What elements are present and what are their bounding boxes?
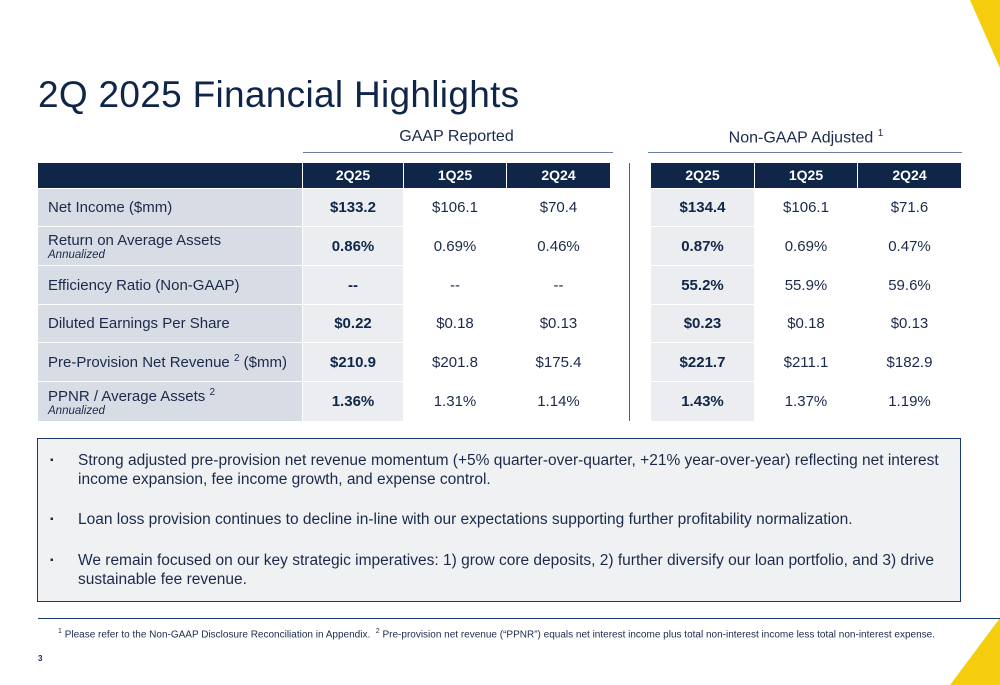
row-label-text: Diluted Earnings Per Share bbox=[48, 315, 230, 332]
footnote-2-text: Pre-provision net revenue (“PPNR”) equal… bbox=[382, 629, 935, 641]
gaap-value-cell: $70.4 bbox=[507, 189, 610, 226]
bullet-marker: ▪ bbox=[50, 555, 54, 566]
gaap-value-cell: 1.31% bbox=[404, 382, 506, 421]
non-gaap-group-text: Non-GAAP Adjusted bbox=[728, 129, 874, 147]
footer-divider bbox=[38, 618, 1000, 619]
gaap-value-cell: 0.69% bbox=[404, 227, 506, 265]
non-gaap-value-cell: 0.47% bbox=[858, 227, 961, 265]
row-label: Net Income ($mm) bbox=[38, 189, 302, 226]
row-label-text: PPNR / Average Assets bbox=[48, 387, 206, 405]
gaap-value-cell: $175.4 bbox=[507, 343, 610, 381]
gaap-value-cell: $106.1 bbox=[404, 189, 506, 226]
gaap-value-cell: 1.14% bbox=[507, 382, 610, 421]
gaap-value-cell: 0.46% bbox=[507, 227, 610, 265]
non-gaap-value-cell: 1.19% bbox=[858, 382, 961, 421]
gaap-column-header: 1Q25 bbox=[404, 163, 506, 188]
bullet-text: Loan loss provision continues to decline… bbox=[78, 511, 853, 528]
highlights-box: ▪ Strong adjusted pre-provision net reven… bbox=[37, 438, 961, 602]
non-gaap-value-cell: $134.4 bbox=[651, 189, 754, 226]
gaap-value-cell: 1.36% bbox=[303, 382, 403, 421]
table-header-band bbox=[38, 163, 302, 188]
non-gaap-column-header: 1Q25 bbox=[755, 163, 857, 188]
non-gaap-value-cell: $211.1 bbox=[755, 343, 857, 381]
row-label-subtitle: Annualized bbox=[48, 404, 105, 417]
non-gaap-footnote-ref: 1 bbox=[877, 128, 884, 139]
gaap-value-cell: $0.13 bbox=[507, 305, 610, 342]
bullet-text: Strong adjusted pre-provision net revenu… bbox=[78, 452, 939, 488]
row-label: Pre-Provision Net Revenue 2 ($mm) bbox=[38, 343, 302, 381]
row-label-text: Net Income ($mm) bbox=[48, 199, 173, 216]
accent-triangle-bottom bbox=[950, 618, 1000, 685]
non-gaap-value-cell: $0.18 bbox=[755, 305, 857, 342]
gaap-value-cell: 0.86% bbox=[303, 227, 403, 265]
non-gaap-value-cell: 59.6% bbox=[858, 266, 961, 304]
non-gaap-value-cell: 55.2% bbox=[651, 266, 754, 304]
row-label-text: Pre-Provision Net Revenue bbox=[48, 354, 230, 371]
non-gaap-value-cell: $0.13 bbox=[858, 305, 961, 342]
non-gaap-column-header: 2Q24 bbox=[858, 163, 961, 188]
gaap-value-cell: $201.8 bbox=[404, 343, 506, 381]
bullet-marker: ▪ bbox=[50, 455, 54, 466]
gaap-value-cell: -- bbox=[404, 266, 506, 304]
non-gaap-value-cell: 0.69% bbox=[755, 227, 857, 265]
gaap-group-label: GAAP Reported bbox=[303, 128, 610, 146]
row-label-suffix: ($mm) bbox=[239, 354, 287, 371]
gaap-value-cell: -- bbox=[303, 266, 403, 304]
non-gaap-value-cell: $221.7 bbox=[651, 343, 754, 381]
highlight-bullet: ▪ We remain focused on our key strategic … bbox=[50, 551, 958, 589]
non-gaap-value-cell: 0.87% bbox=[651, 227, 754, 265]
gaap-value-cell: -- bbox=[507, 266, 610, 304]
non-gaap-group-underline bbox=[648, 152, 962, 153]
non-gaap-value-cell: 1.37% bbox=[755, 382, 857, 421]
page-title: 2Q 2025 Financial Highlights bbox=[38, 74, 520, 115]
footnote-1-text: Please refer to the Non-GAAP Disclosure … bbox=[64, 629, 371, 641]
row-label: PPNR / Average Assets 2 Annualized bbox=[38, 382, 302, 421]
gaap-column-header: 2Q24 bbox=[507, 163, 610, 188]
row-label-footnote-ref: 2 bbox=[233, 353, 240, 364]
bullet-text: We remain focused on our key strategic i… bbox=[78, 552, 935, 588]
row-label: Efficiency Ratio (Non-GAAP) bbox=[38, 266, 302, 304]
non-gaap-group-label: Non-GAAP Adjusted 1 bbox=[650, 128, 962, 147]
row-label-text: Return on Average Assets bbox=[48, 231, 222, 249]
accent-triangle-top bbox=[970, 0, 1000, 68]
footnote-2-marker: 2 bbox=[375, 628, 380, 635]
row-label: Diluted Earnings Per Share bbox=[38, 305, 302, 342]
footnote-1-marker: 1 bbox=[58, 628, 62, 635]
row-label-text: Efficiency Ratio (Non-GAAP) bbox=[48, 276, 240, 294]
row-label-footnote-ref: 2 bbox=[209, 386, 216, 398]
gaap-value-cell: $133.2 bbox=[303, 189, 403, 226]
gaap-group-underline bbox=[303, 152, 613, 153]
row-label-subtitle: Annualized bbox=[48, 248, 105, 261]
gaap-group-text: GAAP Reported bbox=[399, 128, 514, 145]
highlight-bullet: ▪ Strong adjusted pre-provision net reven… bbox=[50, 451, 958, 489]
page-number: 3 bbox=[38, 654, 43, 663]
gaap-column-header: 2Q25 bbox=[303, 163, 403, 188]
non-gaap-value-cell: $182.9 bbox=[858, 343, 961, 381]
gaap-value-cell: $0.18 bbox=[404, 305, 506, 342]
table-divider bbox=[629, 163, 630, 421]
non-gaap-value-cell: $0.23 bbox=[651, 305, 754, 342]
row-label: Return on Average Assets Annualized bbox=[38, 227, 302, 265]
non-gaap-value-cell: $106.1 bbox=[755, 189, 857, 226]
non-gaap-value-cell: $71.6 bbox=[858, 189, 961, 226]
gaap-value-cell: $210.9 bbox=[303, 343, 403, 381]
non-gaap-value-cell: 1.43% bbox=[651, 382, 754, 421]
non-gaap-value-cell: 55.9% bbox=[755, 266, 857, 304]
footnotes: 1 Please refer to the Non-GAAP Disclosur… bbox=[58, 626, 938, 641]
non-gaap-column-header: 2Q25 bbox=[651, 163, 754, 188]
bullet-marker: ▪ bbox=[50, 514, 54, 525]
gaap-value-cell: $0.22 bbox=[303, 305, 403, 342]
highlight-bullet: ▪ Loan loss provision continues to declin… bbox=[50, 510, 958, 529]
